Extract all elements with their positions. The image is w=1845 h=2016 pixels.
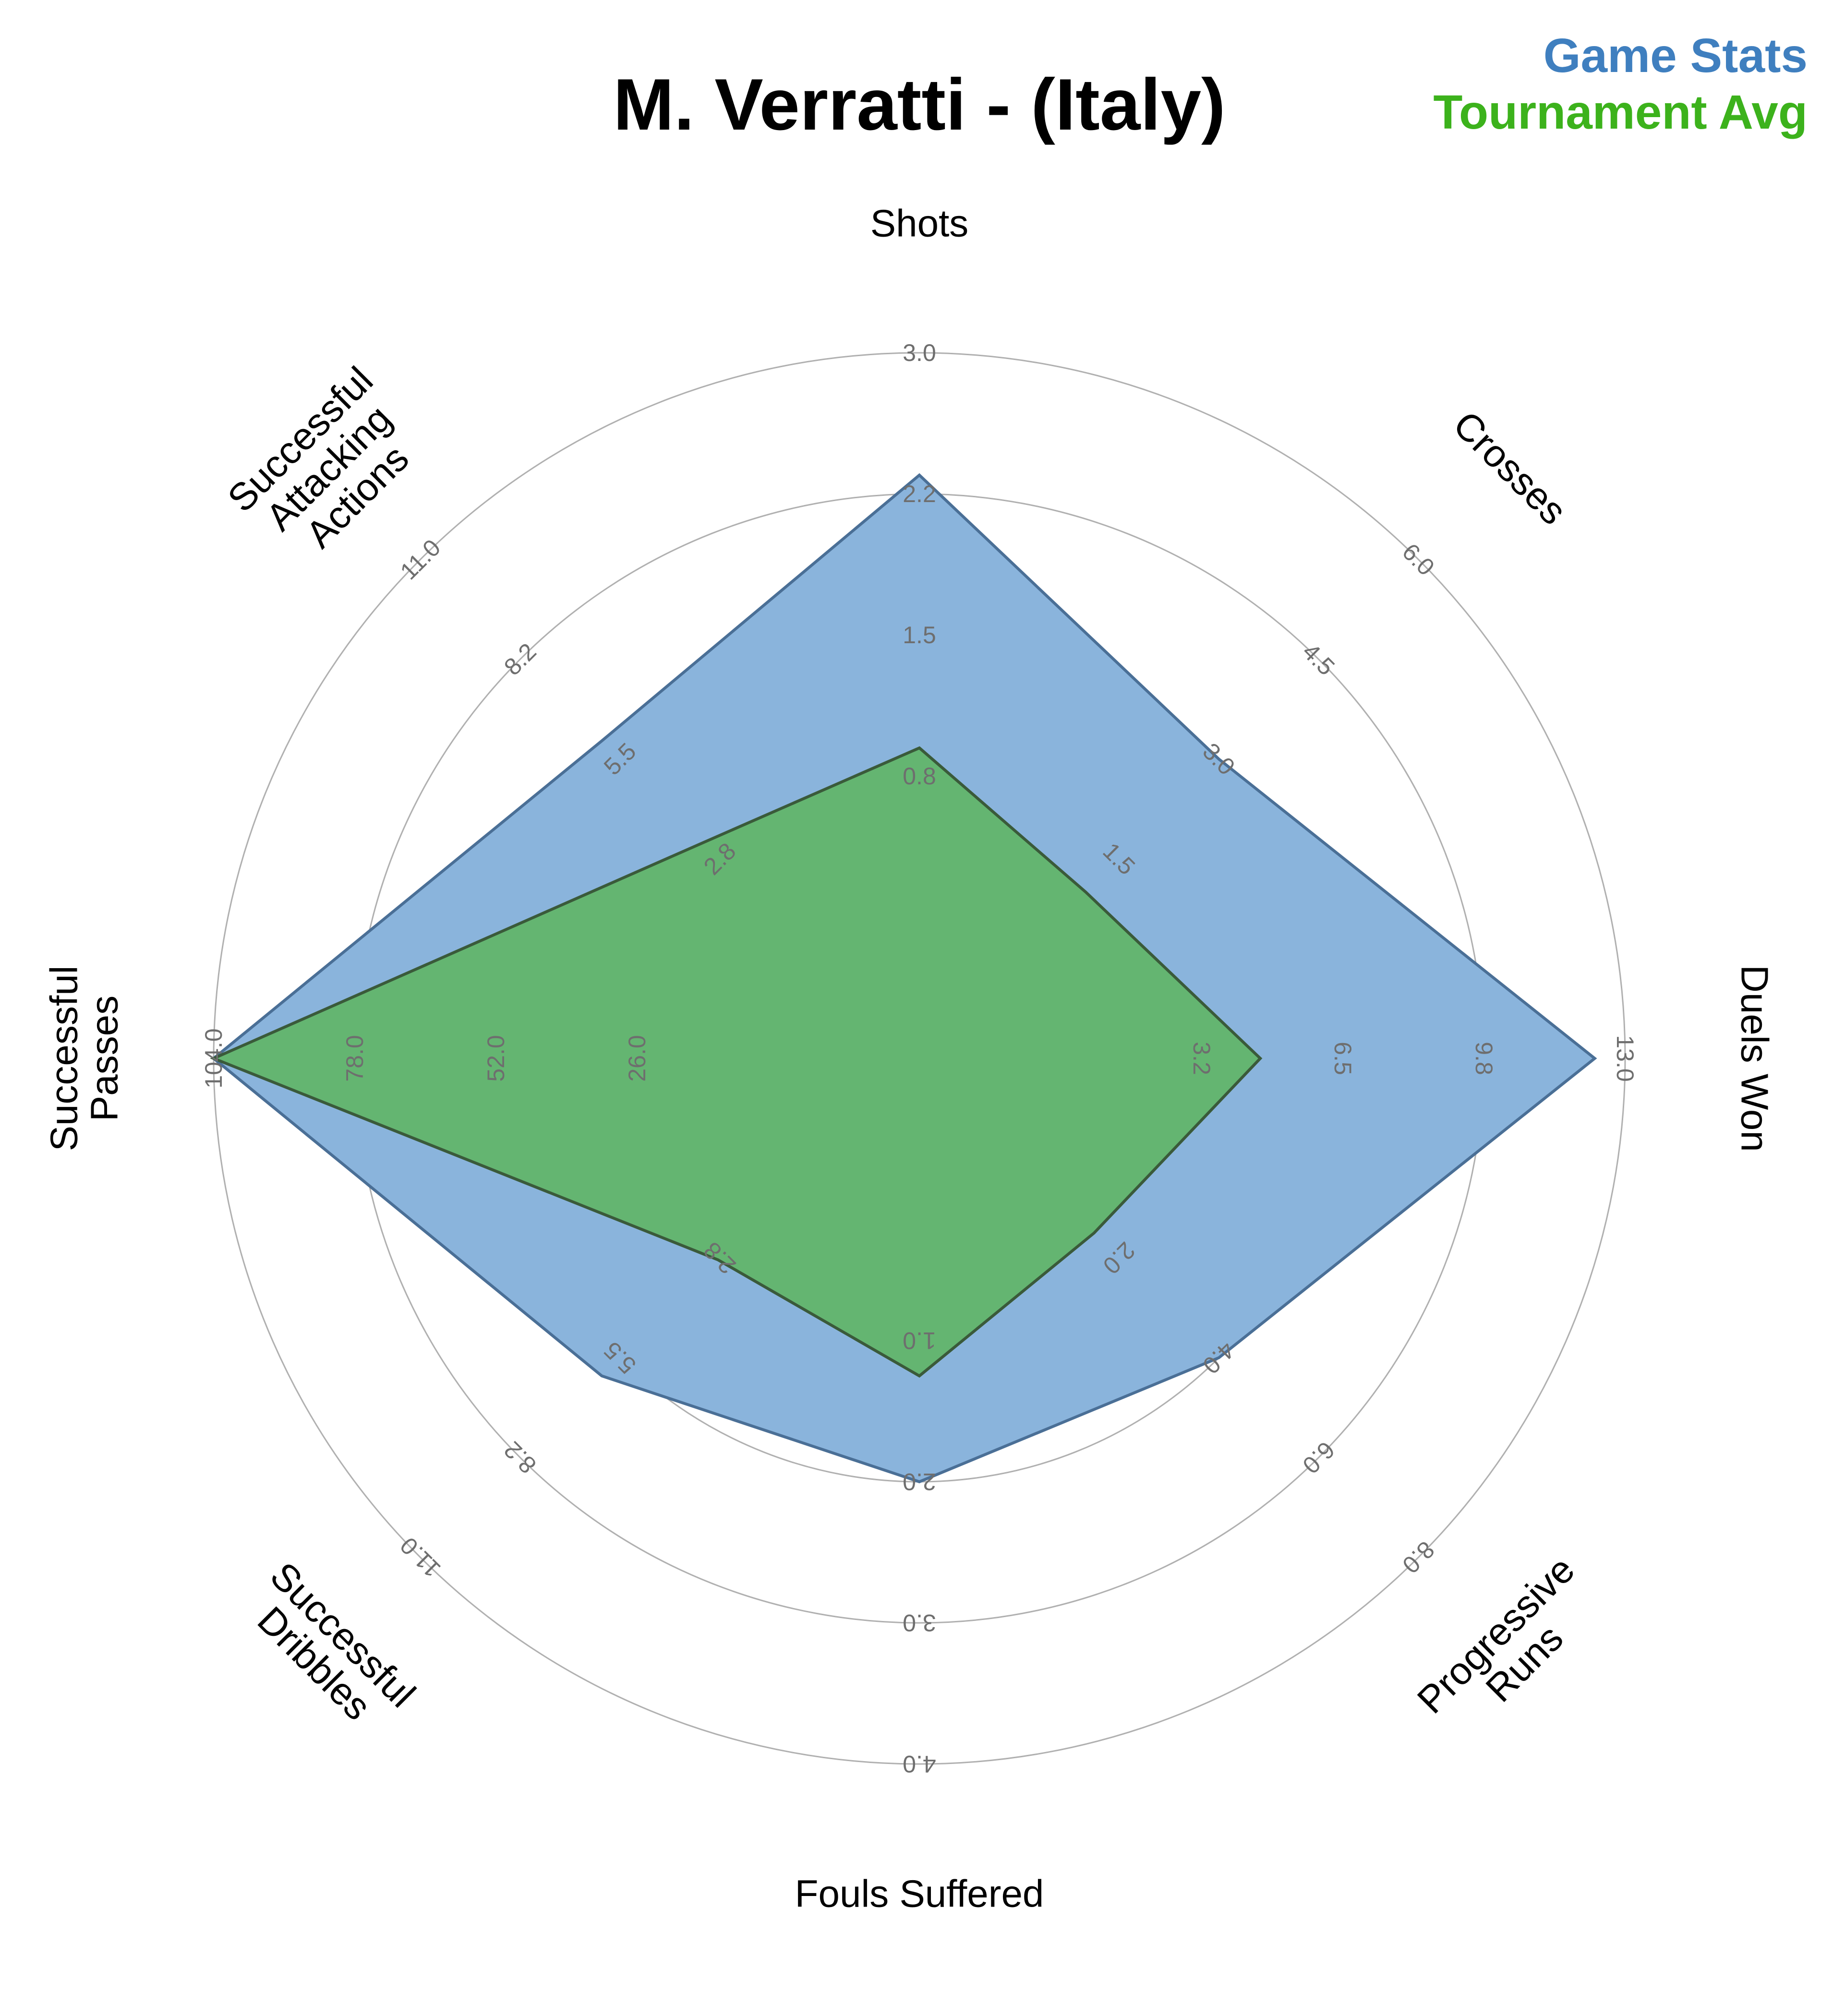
tick-label-shots: 3.0	[903, 339, 936, 366]
series-polygon-tournament-avg	[210, 746, 1263, 1378]
tick-label-successful-passes: 26.0	[624, 1035, 651, 1081]
tick-label-duels-won: 13.0	[1612, 1035, 1639, 1081]
legend-tournament-avg: Tournament Avg	[1433, 85, 1808, 139]
tick-label-fouls-suffered: 1.0	[903, 1327, 936, 1354]
tick-label-fouls-suffered: 3.0	[903, 1609, 936, 1636]
tick-label-shots: 1.5	[903, 622, 936, 648]
chart-title: M. Verratti - (Italy)	[613, 64, 1225, 145]
axis-label-crosses: Crosses	[1445, 403, 1575, 532]
legend-game-stats: Game Stats	[1544, 29, 1808, 83]
series-layer	[210, 473, 1597, 1484]
axis-label-line: Shots	[870, 202, 969, 245]
tick-label-successful-passes: 78.0	[341, 1035, 368, 1081]
axis-label-duels-won: Duels Won	[1734, 965, 1776, 1152]
tick-label-duels-won: 3.2	[1188, 1042, 1215, 1075]
tick-label-fouls-suffered: 4.0	[903, 1751, 936, 1777]
axis-label-line: Crosses	[1445, 403, 1575, 532]
axis-label-shots: Shots	[870, 202, 969, 245]
axis-label-line: Passes	[83, 996, 126, 1121]
tick-label-successful-passes: 104.0	[200, 1028, 227, 1088]
axis-label-fouls-suffered: Fouls Suffered	[795, 1872, 1044, 1915]
tick-label-successful-passes: 52.0	[482, 1035, 509, 1081]
tick-label-duels-won: 9.8	[1471, 1042, 1497, 1075]
axis-label-line: Successful	[43, 966, 85, 1152]
tick-label-duels-won: 6.5	[1329, 1042, 1356, 1075]
tick-label-shots: 2.2	[903, 480, 936, 507]
axis-label-line: Duels Won	[1734, 965, 1776, 1152]
tick-label-shots: 0.8	[903, 763, 936, 790]
axis-label-line: Fouls Suffered	[795, 1872, 1044, 1915]
tick-label-fouls-suffered: 2.0	[903, 1468, 936, 1495]
